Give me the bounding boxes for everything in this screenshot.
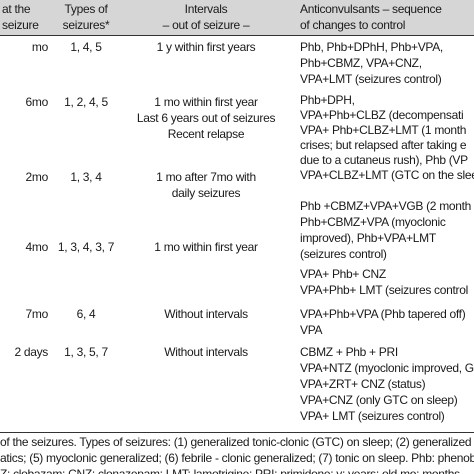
header-rule bbox=[0, 35, 474, 36]
table-cell: mo bbox=[31, 40, 48, 54]
table-cell: 2 days bbox=[14, 345, 48, 359]
header-band bbox=[0, 0, 474, 35]
table-cell: 1 mo after 7mo with bbox=[156, 170, 256, 184]
table-cell: VPA+CNZ (only GTC on sleep) bbox=[300, 393, 458, 407]
table-cell: Phb+CBMZ, VPA+CNZ, bbox=[300, 56, 422, 70]
table-cell: 1, 4, 5 bbox=[70, 40, 102, 54]
table-cell: VPA bbox=[300, 323, 323, 337]
header-cell: of changes to control bbox=[300, 18, 406, 32]
table-cell: 4mo bbox=[25, 240, 49, 254]
table-cell: VPA+LMT (seizures control) bbox=[300, 72, 442, 86]
table-cell: 7mo bbox=[25, 307, 49, 321]
table-cell: Phb+DPH, bbox=[300, 93, 355, 107]
table-cell: VPA+ Phb+ CNZ bbox=[300, 267, 386, 281]
header-cell: seizures* bbox=[62, 18, 110, 32]
table-cell: 1, 3, 4 bbox=[70, 170, 102, 184]
table-cell: Without intervals bbox=[164, 345, 248, 359]
table-cell: 1 mo within first year bbox=[154, 240, 258, 254]
table-cell: (seizures control) bbox=[300, 247, 387, 261]
table-cell: daily seizures bbox=[171, 186, 241, 200]
footnote: atics; (5) myoclonic generalized; (6) fe… bbox=[0, 451, 474, 465]
header-cell: Anticonvulsants – sequence bbox=[300, 2, 442, 16]
table-cell: VPA+Phb+VPA (Phb tapered off) bbox=[300, 307, 466, 321]
table-cell: Last 6 years out of seizures bbox=[136, 111, 276, 125]
table-cell: 6mo bbox=[25, 95, 49, 109]
table-cell: VPA+NTZ (myoclonic improved, GL bbox=[300, 361, 474, 375]
table-cell: Recent relapse bbox=[167, 127, 245, 141]
table-cell: 6, 4 bbox=[76, 307, 96, 321]
table-cell: Phb, Phb+DPhH, Phb+VPA, bbox=[300, 40, 443, 54]
bottom-rule bbox=[0, 432, 474, 433]
header-cell: seizure bbox=[2, 18, 39, 32]
table-cell: 2mo bbox=[25, 170, 49, 184]
table-cell: 1 y within first years bbox=[156, 40, 256, 54]
table-cell: VPA+CLBZ+LMT (GTC on the slee bbox=[300, 168, 474, 182]
table-cell: crises; but relapsed after taking e bbox=[300, 138, 467, 152]
table-cell: CBMZ + Phb + PRI bbox=[300, 345, 398, 359]
table-cell: VPA+ Phb+CLBZ+LMT (1 month bbox=[300, 123, 467, 137]
table-cell: VPA+Phb+ LMT (seizures control bbox=[300, 283, 468, 297]
header-cell: at the bbox=[2, 2, 31, 16]
table-cell: improved), Phb+VPA+LMT bbox=[300, 231, 436, 245]
table-cell: 1, 3, 5, 7 bbox=[64, 345, 108, 359]
header-cell: – out of seizure – bbox=[162, 18, 250, 32]
table-cell: Without intervals bbox=[164, 307, 248, 321]
table-cell: 1 mo within first year bbox=[154, 95, 258, 109]
table-cell: Phb +CBMZ+VPA+VGB (2 month bbox=[300, 199, 472, 213]
table-cell: VPA+Phb+CLBZ (decompensati bbox=[300, 108, 464, 122]
table-cell: VPA+ LMT (seizures control) bbox=[300, 409, 445, 423]
table-cell: Phb+CBMZ+VPA (myoclonic bbox=[300, 215, 446, 229]
header-cell: Types of bbox=[64, 2, 108, 16]
table-cell: due to a cutaneus rush), Phb (VP bbox=[300, 153, 468, 167]
table-cell: VPA+ZRT+ CNZ (status) bbox=[300, 377, 426, 391]
header-cell: Intervals bbox=[184, 2, 228, 16]
footnote: of the seizures. Types of seizures: (1) … bbox=[0, 435, 474, 449]
table-cell: 1, 2, 4, 5 bbox=[64, 95, 108, 109]
table-cell: 1, 3, 4, 3, 7 bbox=[57, 240, 115, 254]
footnote: Z: clobazam; CNZ: clonazepam; LMT: lamot… bbox=[0, 467, 463, 474]
